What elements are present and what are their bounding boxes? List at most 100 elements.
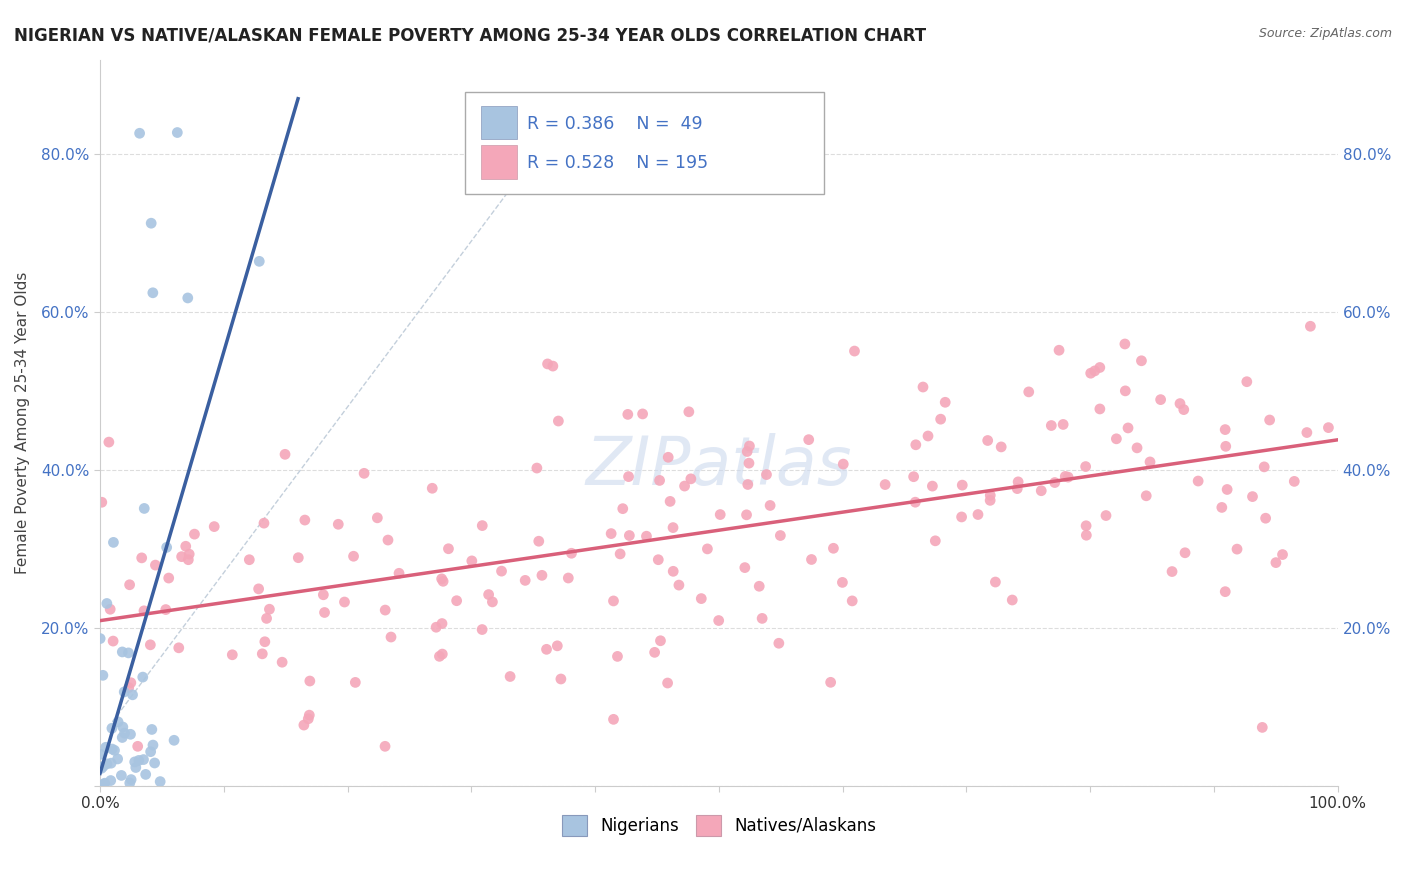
Point — [1095, 508, 1118, 523]
Point — [1271, 548, 1294, 562]
Point — [1161, 565, 1184, 579]
Point — [602, 712, 624, 726]
Point — [177, 291, 200, 305]
Point — [127, 739, 149, 754]
Point — [366, 511, 388, 525]
Text: ZIPatlas: ZIPatlas — [585, 434, 852, 500]
Point — [1114, 337, 1136, 351]
Point — [221, 648, 243, 662]
Point — [1215, 439, 1237, 453]
Point — [832, 457, 855, 471]
Point — [619, 528, 641, 542]
Point — [118, 681, 141, 695]
Point — [135, 767, 157, 781]
Point — [101, 742, 124, 756]
Point — [139, 638, 162, 652]
Point — [114, 726, 136, 740]
Point — [183, 527, 205, 541]
Point — [259, 602, 281, 616]
Point — [515, 574, 537, 588]
Point — [557, 571, 579, 585]
Point — [157, 571, 180, 585]
Point — [156, 541, 179, 555]
Point — [141, 216, 163, 230]
Point — [117, 646, 139, 660]
FancyBboxPatch shape — [481, 145, 517, 178]
Point — [432, 647, 454, 661]
Point — [145, 558, 167, 573]
Point — [1007, 482, 1029, 496]
Point — [735, 508, 758, 522]
Point — [921, 479, 943, 493]
Legend: Nigerians, Natives/Alaskans: Nigerians, Natives/Alaskans — [562, 815, 876, 836]
Point — [1114, 384, 1136, 398]
Point — [1254, 511, 1277, 525]
Point — [1040, 418, 1063, 433]
Point — [662, 520, 685, 534]
Point — [1226, 542, 1249, 557]
Text: R = 0.528    N = 195: R = 0.528 N = 195 — [527, 153, 709, 172]
Point — [606, 649, 628, 664]
Point — [662, 564, 685, 578]
Point — [98, 602, 121, 616]
Point — [177, 552, 200, 566]
Point — [1018, 384, 1040, 399]
Y-axis label: Female Poverty Among 25-34 Year Olds: Female Poverty Among 25-34 Year Olds — [15, 271, 30, 574]
Point — [904, 495, 927, 509]
Point — [253, 634, 276, 648]
Point — [650, 633, 672, 648]
Point — [609, 547, 631, 561]
Point — [541, 359, 564, 373]
Point — [89, 632, 111, 646]
Point — [1149, 392, 1171, 407]
Point — [139, 745, 162, 759]
Point — [1135, 489, 1157, 503]
Point — [314, 606, 336, 620]
Point — [755, 467, 778, 482]
Point — [142, 285, 165, 300]
Point — [1241, 490, 1264, 504]
Point — [432, 574, 454, 589]
Point — [124, 755, 146, 769]
Point — [247, 582, 270, 596]
Point — [967, 508, 990, 522]
Point — [94, 776, 117, 790]
Point — [253, 516, 276, 530]
Point — [101, 634, 124, 648]
Point — [96, 756, 118, 771]
Point — [96, 597, 118, 611]
Text: Source: ZipAtlas.com: Source: ZipAtlas.com — [1258, 27, 1392, 40]
Point — [1088, 401, 1111, 416]
Point — [1074, 459, 1097, 474]
Point — [478, 588, 501, 602]
Point — [155, 602, 177, 616]
Point — [659, 494, 682, 508]
Point — [678, 405, 700, 419]
Point — [388, 566, 411, 581]
Point — [430, 616, 453, 631]
Point — [141, 723, 163, 737]
Point — [1258, 413, 1281, 427]
Point — [648, 474, 671, 488]
Point — [911, 380, 934, 394]
Point — [131, 550, 153, 565]
Point — [374, 739, 396, 754]
Point — [800, 552, 823, 566]
Point — [471, 518, 494, 533]
Point — [107, 714, 129, 729]
Point — [491, 564, 513, 578]
Point — [170, 549, 193, 564]
Point — [1173, 402, 1195, 417]
Point — [751, 611, 773, 625]
Point — [111, 720, 134, 734]
Point — [1126, 441, 1149, 455]
Point — [844, 344, 866, 359]
Point — [333, 595, 356, 609]
Point — [132, 670, 155, 684]
Point — [312, 588, 335, 602]
Point — [875, 477, 897, 491]
Point — [471, 623, 494, 637]
Point — [125, 760, 148, 774]
Point — [823, 541, 845, 556]
Point — [167, 640, 190, 655]
